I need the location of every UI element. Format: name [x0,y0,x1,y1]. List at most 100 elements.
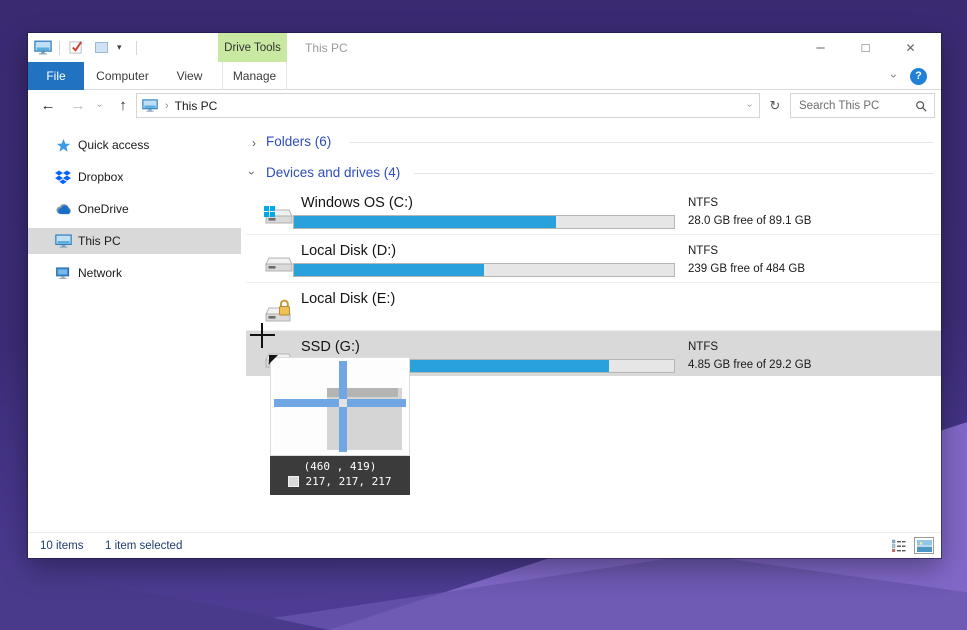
group-header-folders[interactable]: Folders (6) [266,134,332,149]
group-rule [414,173,933,174]
tab-computer[interactable]: Computer [96,69,149,83]
selection-count: 1 item selected [105,540,183,552]
group-expanded-chevron-icon[interactable]: › [245,171,259,175]
ribbon-right-controls: › ? [887,62,927,90]
drive-tools-contextual-tab[interactable]: Drive Tools [218,33,287,62]
search-box [790,93,935,118]
drive-name: Windows OS (C:) [301,195,413,211]
explorer-icon [34,39,52,57]
minimize-button[interactable]: – [816,39,825,56]
properties-button[interactable] [67,39,85,57]
customize-toolbar-dropdown[interactable]: ▾ [117,42,122,52]
search-input[interactable] [791,99,915,112]
drive-icon [263,251,293,277]
drive-name: Local Disk (E:) [301,291,396,307]
tab-file[interactable]: File [28,62,84,90]
picked-rgb-value: 217, 217, 217 [305,475,392,488]
picker-corner-marker [269,355,278,364]
drive-name: Local Disk (D:) [301,243,397,259]
drive-free-space: 239 GB free of 484 GB [688,263,805,275]
help-icon[interactable]: ? [910,67,927,85]
drive-capacity-bar [293,215,675,229]
up-button[interactable]: ↑ [119,97,127,114]
address-dropdown-icon[interactable]: › [743,103,755,108]
crosshair-vertical [261,323,263,348]
drive-capacity-bar [293,263,675,277]
this-pc-icon [54,234,72,248]
sidebar-item-onedrive[interactable]: OneDrive [28,196,241,222]
magnified-pixels [274,361,406,452]
view-toggle-buttons [889,537,934,554]
picker-coordinates: (460 , 419) [303,460,377,473]
group-header-devices[interactable]: Devices and drives (4) [266,165,401,180]
group-rule [350,142,933,143]
folder-icon [94,42,108,53]
magnifier-center-pixel [338,399,347,408]
network-icon [54,266,72,280]
sidebar-item-label: Dropbox [78,170,124,184]
explorer-body: Quick access Dropbox OneDrive [28,121,941,532]
picked-color-swatch [288,476,300,487]
sidebar-item-label: OneDrive [78,202,129,216]
chevron-down-icon: › [94,103,106,108]
file-explorer-window: ▾ Drive Tools This PC – □ ✕ File Compute… [28,33,941,558]
sidebar-item-label: This PC [78,234,121,248]
sidebar-item-quick-access[interactable]: Quick access [28,132,241,158]
color-picker-magnifier: (460 , 419) 217, 217, 217 [269,355,410,495]
dropbox-icon [54,169,72,185]
large-icons-view-button[interactable] [914,537,934,554]
window-title: This PC [305,40,348,55]
navigation-pane: Quick access Dropbox OneDrive [28,121,246,532]
recent-locations-dropdown[interactable]: › [92,90,108,121]
search-icon[interactable] [915,100,927,112]
quick-access-toolbar: ▾ [34,33,137,62]
expand-ribbon-chevron-icon[interactable]: › [887,74,901,78]
locked-drive-icon [263,299,293,325]
window-caption-buttons: – □ ✕ [798,33,933,62]
magnified-dark-band [326,388,399,398]
row-separator [246,234,941,235]
sidebar-item-label: Quick access [78,138,150,152]
drive-capacity-fill [294,264,484,276]
this-pc-icon [142,99,158,112]
sidebar-item-dropbox[interactable]: Dropbox [28,164,241,190]
items-count: 10 items [40,540,84,552]
close-button[interactable]: ✕ [905,40,916,55]
status-bar: 10 items 1 item selected [28,532,941,558]
drive-name: SSD (G:) [301,339,360,355]
title-bar: ▾ Drive Tools This PC – □ ✕ [28,33,941,62]
onedrive-cloud-icon [54,203,72,215]
maximize-button[interactable]: □ [861,40,870,55]
picker-info-panel: (460 , 419) 217, 217, 217 [270,456,410,495]
windows-drive-icon [263,203,293,229]
breadcrumb-location[interactable]: This PC [174,98,218,113]
drive-filesystem: NTFS [688,245,719,257]
breadcrumb-chevron-icon[interactable]: › [165,99,169,112]
drive-capacity-fill [294,216,557,228]
sidebar-item-network[interactable]: Network [28,260,241,286]
group-collapsed-chevron-icon[interactable]: › [252,136,256,150]
refresh-button[interactable]: ↻ [769,97,781,113]
toolbar-divider [59,40,60,55]
back-button[interactable]: ← [40,97,56,114]
tab-manage[interactable]: Manage [222,62,287,90]
drive-filesystem: NTFS [688,197,719,209]
toolbar-divider [136,40,137,55]
sidebar-item-this-pc[interactable]: This PC [28,228,241,254]
tab-view[interactable]: View [176,69,203,83]
address-bar[interactable]: › This PC › [136,93,760,118]
row-separator [246,282,941,283]
details-view-button[interactable] [889,537,909,554]
magnified-view [270,357,410,456]
drive-free-space: 28.0 GB free of 89.1 GB [688,215,812,227]
sidebar-item-label: Network [78,266,123,280]
drive-filesystem: NTFS [688,341,719,353]
row-separator [246,330,941,331]
new-folder-button[interactable] [92,39,110,57]
quick-access-star-icon [54,138,72,153]
ribbon-tab-bar: File Computer View Manage › ? [28,62,941,90]
drive-free-space: 4.85 GB free of 29.2 GB [688,359,812,371]
forward-button[interactable]: → [70,97,86,114]
navigation-bar: ← → › ↑ › This PC › ↻ [28,90,941,121]
